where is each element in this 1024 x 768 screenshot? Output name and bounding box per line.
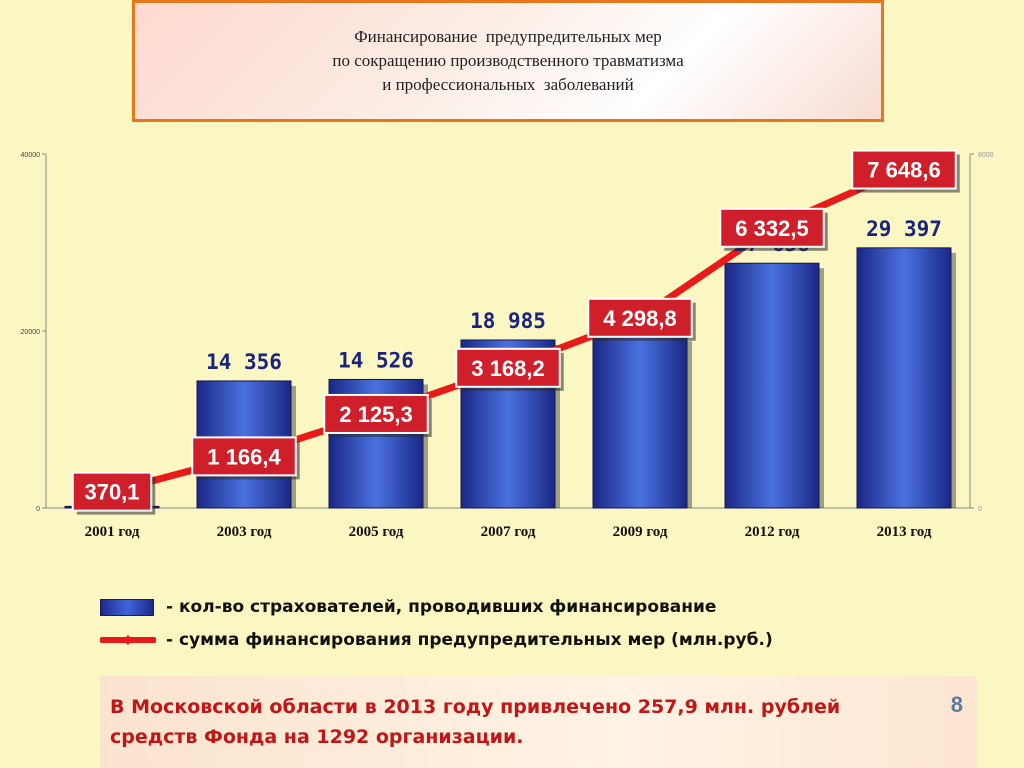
footer-box: В Московской области в 2013 году привлеч… [100,676,977,768]
line-label-box [719,207,825,248]
x-tick-label: 2007 год [481,524,536,540]
x-tick-label: 2003 год [217,524,272,540]
x-tick-label: 2001 год [85,524,140,540]
line-label-box [323,393,429,434]
x-tick-label: 2013 год [877,524,932,540]
line-value-label: 4 298,8 [603,306,676,331]
y-left-tick-label: 40000 [21,152,41,159]
bar [724,262,820,509]
x-tick-label: 2005 год [349,524,404,540]
page-number: 8 [950,692,963,717]
legend-item-bars: - кол-во страхователей, проводивших фина… [100,597,716,617]
title-line-2: по сокращению производственного травмати… [332,51,684,70]
legend-item-line: - сумма финансирования предупредительных… [100,630,773,650]
bar [592,335,688,509]
line-value-label: 1 166,4 [207,444,281,469]
legend-line-label: - сумма финансирования предупредительных… [166,630,773,650]
y-left-tick-label: 20000 [21,329,41,336]
legend-line-swatch [100,635,156,645]
line-value-label: 3 168,2 [471,356,544,381]
line-label-box [851,149,957,190]
y-right-tick-label: 0 [978,506,982,513]
bar [856,247,952,509]
line-value-label: 6 332,5 [735,216,808,241]
legend-bar-swatch [100,598,154,616]
bar-value-label: 14 356 [206,350,282,374]
line-label-box [455,347,561,388]
bar-value-label: 14 526 [338,348,414,372]
title-box: Финансирование предупредительных мер по … [132,0,884,122]
bar-value-label: 18 985 [470,309,546,333]
y-left-tick-label: 0 [36,506,40,513]
line-value-label: 2 125,3 [339,402,412,427]
x-tick-label: 2009 год [613,524,668,540]
title-line-1: Финансирование предупредительных мер [354,27,662,46]
line-label-box [587,297,693,338]
line-value-label: 370,1 [84,480,139,505]
title-line-3: и профессиональных заболеваний [382,75,634,94]
line-label-box [191,436,297,477]
footer-line-1: В Московской области в 2013 году привлеч… [110,696,841,718]
bar-value-label: 29 397 [866,217,942,241]
line-value-label: 7 648,6 [867,158,940,183]
line-label-box [71,471,153,512]
y-right-tick-label: 8000 [978,152,994,159]
x-tick-label: 2012 год [745,524,800,540]
footer-line-2: средств Фонда на 1292 организации. [110,726,524,748]
legend-bar-label: - кол-во страхователей, проводивших фина… [166,597,717,617]
